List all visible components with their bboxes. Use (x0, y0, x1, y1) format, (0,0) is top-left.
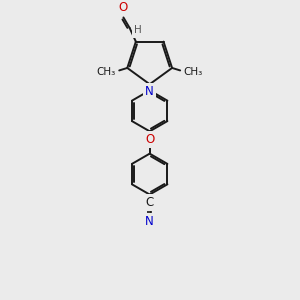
Text: N: N (145, 85, 154, 98)
Text: H: H (134, 26, 142, 35)
Text: CH₃: CH₃ (184, 67, 203, 77)
Text: O: O (119, 1, 128, 14)
Text: C: C (146, 196, 154, 209)
Text: O: O (145, 133, 154, 146)
Text: CH₃: CH₃ (96, 67, 116, 77)
Text: N: N (145, 215, 154, 228)
